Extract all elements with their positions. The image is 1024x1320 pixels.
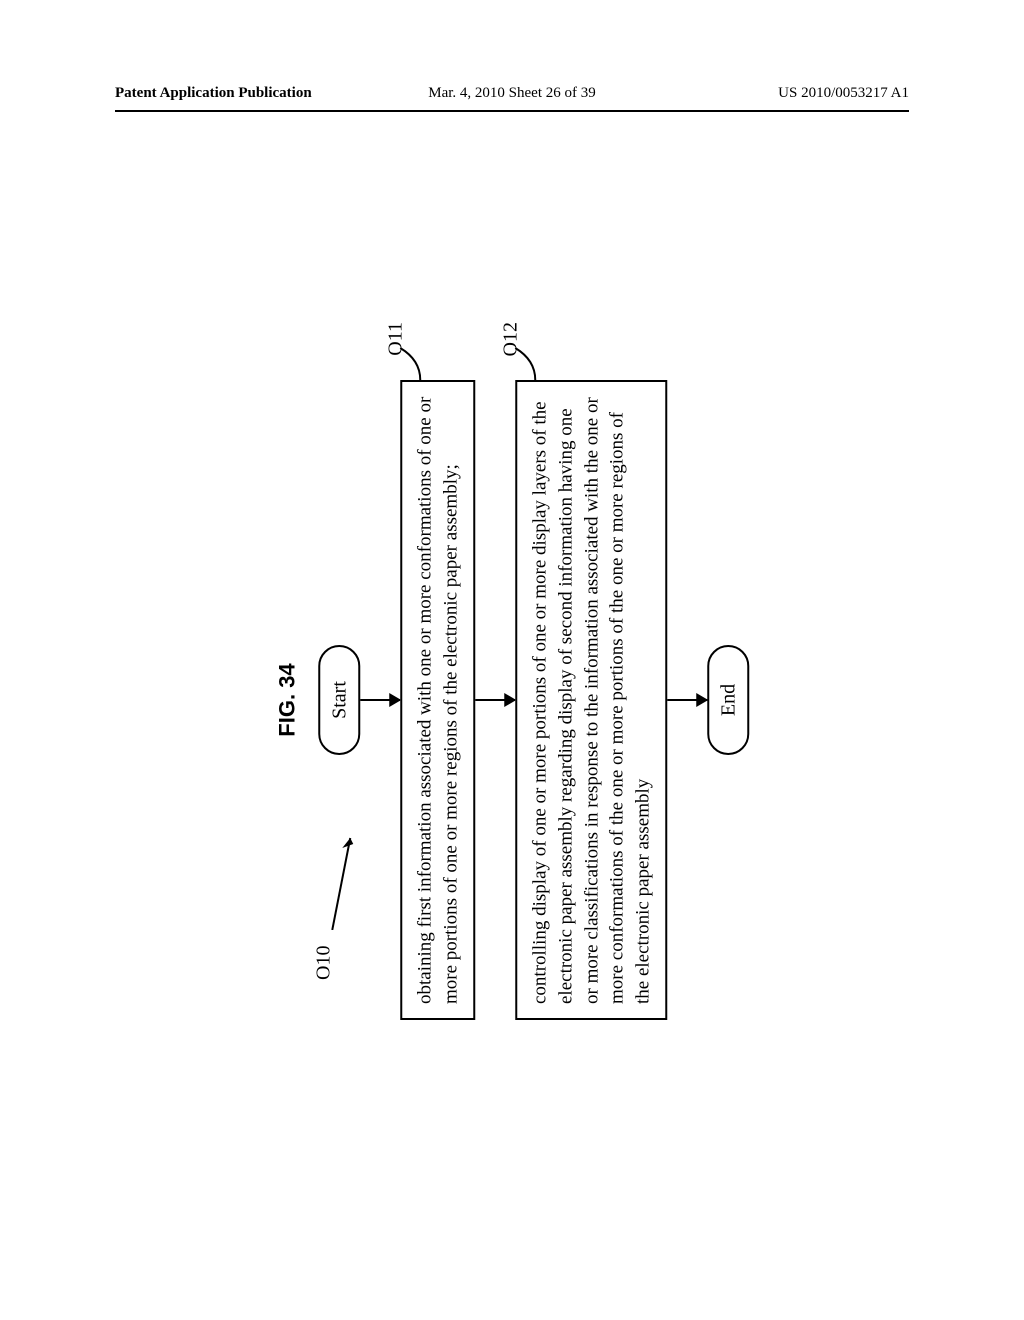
- arrow-start-to-step1: [360, 699, 400, 702]
- step-o12: O12 controlling display of one or more p…: [516, 380, 668, 1020]
- step-o11-text: obtaining first information associated w…: [414, 397, 461, 1004]
- step-o11: O11 obtaining first information associat…: [400, 380, 475, 1020]
- step-o12-text: controlling display of one or more porti…: [530, 397, 654, 1004]
- page: Patent Application Publication Mar. 4, 2…: [0, 0, 1024, 1320]
- start-terminal: Start: [318, 645, 360, 755]
- header-right: US 2010/0053217 A1: [778, 85, 909, 102]
- figure-label: FIG. 34: [274, 380, 300, 1020]
- arrow-step1-to-step2: [476, 699, 516, 702]
- page-header: Patent Application Publication Mar. 4, 2…: [0, 85, 1024, 115]
- ref-o12: O12: [498, 322, 525, 356]
- ref-o11: O11: [382, 322, 409, 356]
- header-center: Mar. 4, 2010 Sheet 26 of 39: [428, 85, 595, 102]
- header-rule: [115, 110, 909, 112]
- header-left: Patent Application Publication: [115, 85, 312, 102]
- flowchart: FIG. 34 O10 Start O11 obtaining first in…: [274, 380, 749, 1020]
- arrow-step2-to-end: [668, 699, 708, 702]
- end-terminal: End: [708, 645, 750, 755]
- ref-o10: O10: [312, 946, 335, 980]
- figure-container: FIG. 34 O10 Start O11 obtaining first in…: [274, 380, 749, 1020]
- ref-o10-leader: [326, 830, 356, 930]
